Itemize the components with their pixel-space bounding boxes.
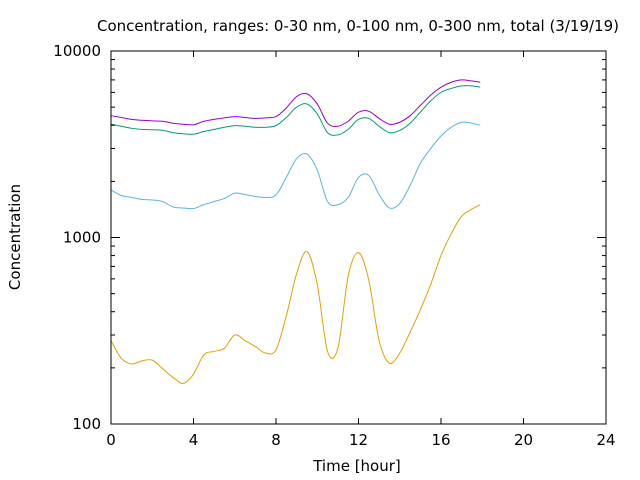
series-line-1 xyxy=(110,204,481,384)
y-tick-label: 10000 xyxy=(53,42,101,60)
series-line-2 xyxy=(110,121,481,210)
series-line-4 xyxy=(110,79,481,127)
x-tick-label: 4 xyxy=(189,431,199,449)
x-tick-label: 8 xyxy=(271,431,281,449)
x-tick-label: 12 xyxy=(349,431,368,449)
plot-frame xyxy=(110,50,607,425)
x-tick-label: 24 xyxy=(596,431,615,449)
series-line-3 xyxy=(110,85,481,136)
x-axis-title: Time [hour] xyxy=(312,457,401,475)
chart-title: Concentration, ranges: 0-30 nm, 0-100 nm… xyxy=(97,17,619,35)
series-layer xyxy=(110,79,481,384)
x-tick-label: 0 xyxy=(106,431,116,449)
y-tick-label: 1000 xyxy=(63,229,101,247)
x-tick-label: 16 xyxy=(431,431,450,449)
y-tick-label: 100 xyxy=(72,415,101,433)
axis-layer: 0 4 8 12 16 20 24 100 1000 10000 xyxy=(53,42,615,449)
x-tick-label: 20 xyxy=(514,431,533,449)
y-axis-title: Concentration xyxy=(6,184,24,290)
